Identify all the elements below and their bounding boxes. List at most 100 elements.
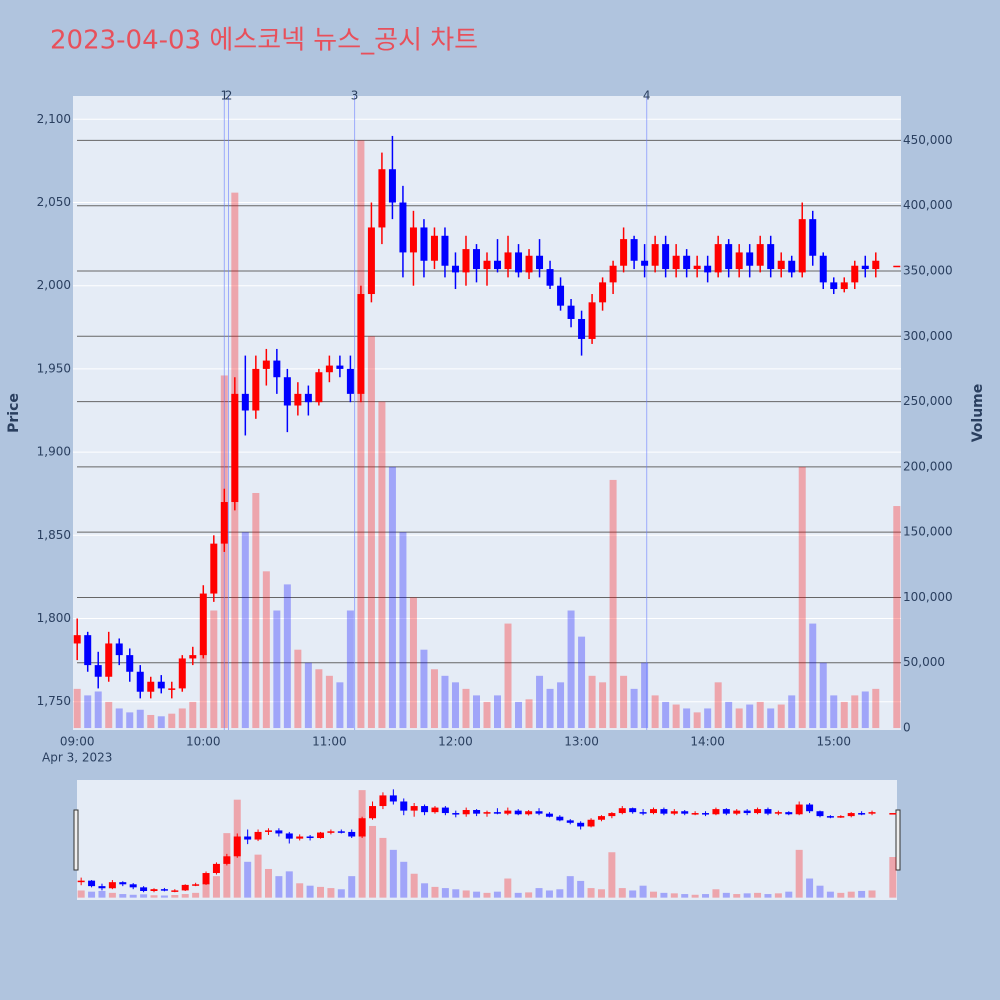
slider-volume-bar	[514, 892, 522, 898]
slider-volume-bar	[264, 868, 272, 898]
candle-body	[275, 830, 283, 834]
slider-volume-bar	[826, 891, 834, 898]
candle-body	[283, 377, 291, 406]
candle-body	[462, 249, 470, 273]
volume-bar	[483, 701, 491, 729]
candle-body	[346, 368, 354, 394]
slider-volume-bar	[275, 876, 283, 898]
candle-body	[608, 813, 616, 817]
volume-bar	[840, 701, 848, 729]
slider-volume-bar	[858, 890, 866, 898]
slider-volume-bar	[306, 885, 314, 898]
y2-tick-label: 250,000	[903, 394, 953, 408]
candle-body	[557, 285, 565, 306]
candle-body	[367, 227, 375, 295]
candle-body	[294, 393, 302, 406]
x-tick-label: 14:00	[690, 735, 725, 749]
volume-bar	[283, 584, 291, 729]
slider-volume-bar	[410, 873, 418, 898]
y2-tick-label: 0	[903, 721, 911, 735]
candle-body	[389, 795, 397, 802]
candle-body	[317, 832, 325, 839]
plot-area	[73, 96, 901, 730]
x-tick-label: 12:00	[438, 735, 473, 749]
y2-tick-label: 300,000	[903, 329, 953, 343]
candle-body	[660, 809, 668, 814]
volume-bar	[346, 610, 354, 729]
candle-body	[115, 643, 123, 656]
x-tick-label: 09:00	[60, 735, 95, 749]
volume-bar	[84, 695, 92, 729]
slider-volume-bar	[733, 894, 741, 898]
candle-body	[525, 255, 533, 273]
range-handle[interactable]	[73, 809, 79, 871]
slider-volume-bar	[171, 895, 179, 898]
volume-bar	[651, 695, 659, 729]
slider-volume-bar	[587, 888, 595, 898]
volume-bar	[662, 701, 670, 729]
slider-volume-bar	[181, 894, 189, 898]
volume-bar	[126, 712, 134, 729]
candle-body	[171, 890, 179, 892]
volume-bar	[430, 669, 438, 729]
candle-body	[273, 360, 281, 378]
candle-body	[649, 809, 657, 814]
volume-bar	[578, 636, 586, 729]
range-slider[interactable]	[77, 780, 897, 900]
volume-bar	[378, 401, 386, 729]
y2-tick-label: 100,000	[903, 590, 953, 604]
candle-body	[629, 808, 637, 813]
candle-body	[181, 884, 189, 891]
slider-volume-bar	[660, 892, 668, 898]
volume-bar	[599, 682, 607, 729]
candle-body	[868, 812, 876, 814]
candle-body	[504, 252, 512, 270]
slider-volume-bar	[629, 890, 637, 898]
slider-volume-bar	[649, 891, 657, 898]
candle-body	[618, 808, 626, 814]
candle-body	[473, 810, 481, 814]
volume-bar	[441, 675, 449, 729]
volume-bar	[168, 713, 176, 729]
slider-volume-bar	[431, 886, 439, 898]
slider-volume-bar	[764, 894, 772, 898]
candle-body	[358, 818, 366, 837]
slider-volume-bar	[556, 889, 564, 898]
candle-body	[88, 880, 96, 887]
annotation-label: 1	[220, 89, 228, 103]
candle-body	[777, 260, 785, 270]
slider-volume-bar	[597, 889, 605, 898]
candle-body	[388, 169, 396, 203]
annotation-label: 3	[351, 89, 359, 103]
y-tick-label: 2,000	[37, 278, 71, 292]
slider-volume-bar	[681, 894, 689, 898]
candle-body	[483, 812, 491, 814]
candle-body	[168, 688, 176, 690]
candle-body	[693, 265, 701, 270]
candle-body	[304, 393, 312, 403]
volume-bar	[252, 492, 260, 729]
slider-volume-bar	[77, 890, 85, 898]
slider-volume-bar	[577, 880, 585, 898]
slider-volume-bar	[296, 883, 304, 898]
slider-volume-bar	[421, 883, 429, 898]
candle-body	[889, 813, 897, 815]
slider-volume-bar	[192, 892, 200, 898]
candle-body	[861, 265, 869, 270]
candle-body	[129, 884, 137, 888]
volume-bar	[105, 701, 113, 729]
slider-volume-bar	[545, 890, 553, 898]
slider-volume-bar	[795, 849, 803, 898]
candle-body	[819, 255, 827, 283]
range-handle[interactable]	[895, 809, 901, 871]
candle-body	[421, 806, 429, 813]
volume-bar	[630, 688, 638, 729]
volume-bar	[746, 704, 754, 729]
y2-tick-label: 50,000	[903, 655, 945, 669]
candle-body	[639, 812, 647, 814]
slider-volume-bar	[400, 861, 408, 898]
slider-volume-bar	[691, 894, 699, 898]
candle-body	[620, 239, 628, 266]
candle-body	[378, 169, 386, 228]
slider-volume-bar	[712, 889, 720, 898]
